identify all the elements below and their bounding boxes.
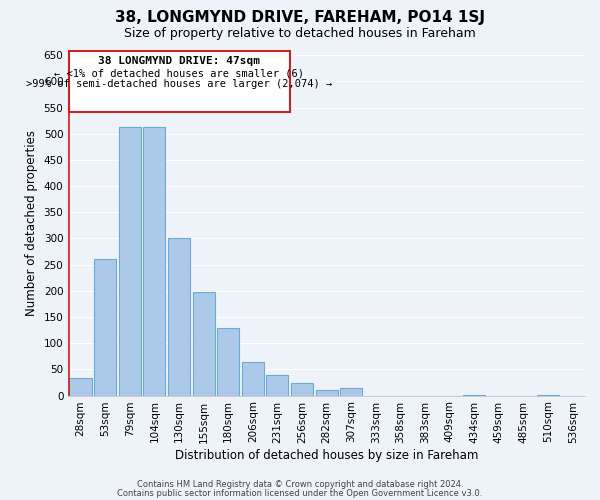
Text: Contains HM Land Registry data © Crown copyright and database right 2024.: Contains HM Land Registry data © Crown c… bbox=[137, 480, 463, 489]
Text: Size of property relative to detached houses in Fareham: Size of property relative to detached ho… bbox=[124, 28, 476, 40]
Y-axis label: Number of detached properties: Number of detached properties bbox=[25, 130, 38, 316]
Bar bbox=[94, 260, 116, 396]
Bar bbox=[143, 128, 166, 396]
Bar bbox=[242, 362, 264, 396]
Text: 38, LONGMYND DRIVE, FAREHAM, PO14 1SJ: 38, LONGMYND DRIVE, FAREHAM, PO14 1SJ bbox=[115, 10, 485, 25]
Bar bbox=[291, 383, 313, 396]
Bar bbox=[463, 394, 485, 396]
Text: >99% of semi-detached houses are larger (2,074) →: >99% of semi-detached houses are larger … bbox=[26, 80, 332, 90]
Text: 38 LONGMYND DRIVE: 47sqm: 38 LONGMYND DRIVE: 47sqm bbox=[98, 56, 260, 66]
Text: ← <1% of detached houses are smaller (6): ← <1% of detached houses are smaller (6) bbox=[54, 68, 304, 78]
Bar bbox=[316, 390, 338, 396]
Bar bbox=[217, 328, 239, 396]
Bar bbox=[193, 292, 215, 396]
Bar bbox=[266, 374, 289, 396]
Bar bbox=[537, 394, 559, 396]
X-axis label: Distribution of detached houses by size in Fareham: Distribution of detached houses by size … bbox=[175, 450, 478, 462]
Bar bbox=[119, 128, 141, 396]
Text: Contains public sector information licensed under the Open Government Licence v3: Contains public sector information licen… bbox=[118, 488, 482, 498]
Bar bbox=[70, 378, 92, 396]
FancyBboxPatch shape bbox=[69, 51, 290, 112]
Bar bbox=[340, 388, 362, 396]
Bar bbox=[168, 238, 190, 396]
